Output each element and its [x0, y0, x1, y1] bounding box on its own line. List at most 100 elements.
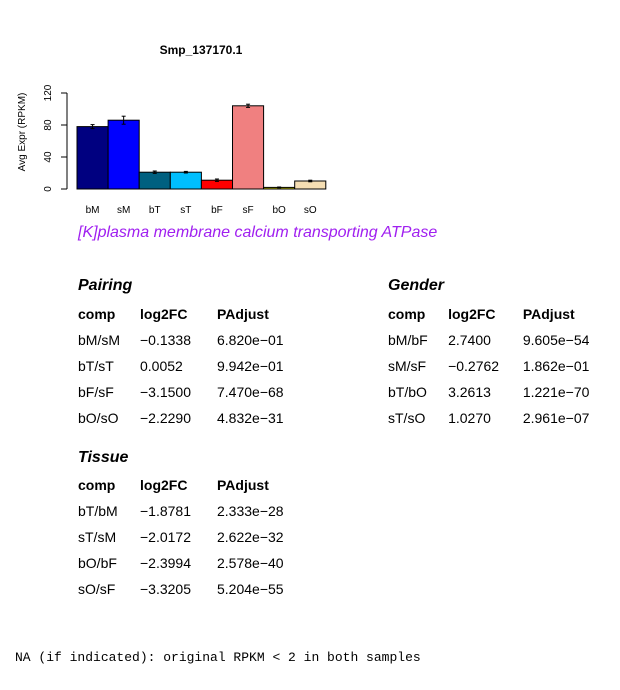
table-header-row: comp log2FC PAdjust [388, 301, 620, 327]
table-cell: −0.2762 [448, 358, 500, 374]
error-bar-bM [90, 124, 95, 130]
gene-description: [K]plasma membrane calcium transporting … [78, 224, 438, 241]
gender-title: Gender [388, 277, 445, 294]
column-header: PAdjust [217, 306, 269, 322]
table-cell: −2.2290 [140, 410, 191, 426]
bar-bM [76, 126, 109, 190]
table-cell: 1.221e−70 [522, 384, 590, 400]
table-cell: 9.605e−54 [522, 332, 590, 348]
table-cell: sO/sF [78, 581, 116, 597]
error-bar-bT [152, 170, 157, 174]
column-header: log2FC [140, 477, 188, 493]
table-cell: 3.2613 [448, 384, 491, 400]
x-tick-label-bT: bT [149, 205, 161, 216]
table-row: sM/sF −0.2762 1.862e−01 [388, 353, 620, 379]
table-cell: 1.862e−01 [522, 358, 590, 374]
tissue-table: comp log2FC PAdjust bT/bM −1.8781 2.333e−28 sT… [78, 472, 317, 602]
footnote: NA (if indicated): original RPKM < 2 in … [15, 650, 421, 665]
table-cell: −0.1338 [140, 332, 191, 348]
x-tick-label-bF: bF [211, 205, 223, 216]
table-cell: 9.942e−01 [217, 358, 284, 374]
column-header: log2FC [448, 306, 496, 322]
gender-table: comp log2FC PAdjust bM/bF 2.7400 9.605e−54 sM/… [388, 301, 620, 431]
x-tick-label-bM: bM [86, 205, 100, 216]
table-cell: 5.204e−55 [217, 581, 284, 597]
table-cell: bT/sT [78, 358, 114, 374]
chart-title: Smp_137170.1 [160, 43, 243, 57]
error-bar-sT [183, 170, 188, 174]
column-header: comp [388, 306, 426, 322]
table-row: bT/bO 3.2613 1.221e−70 [388, 379, 620, 405]
table-cell: bT/bM [78, 503, 118, 519]
table-row: bT/bM −1.8781 2.333e−28 [78, 498, 317, 524]
table-cell: bF/sF [78, 384, 114, 400]
column-header: log2FC [140, 306, 188, 322]
table-header-row: comp log2FC PAdjust [78, 301, 317, 327]
table-cell: 0.0052 [140, 358, 183, 374]
y-axis: 0 40 80 120 [43, 84, 68, 192]
pairing-table: comp log2FC PAdjust bM/sM −0.1338 6.820e−01 bT… [78, 301, 317, 431]
table-row: bM/bF 2.7400 9.605e−54 [388, 327, 620, 353]
x-tick-label-sT: sT [180, 205, 191, 216]
y-axis-label: Avg Expr (RPKM) [17, 93, 28, 172]
table-row: bO/sO −2.2290 4.832e−31 [78, 405, 317, 431]
table-cell: 2.7400 [448, 332, 491, 348]
table-cell: −1.8781 [140, 503, 191, 519]
bars-group [76, 105, 327, 190]
bar-chart: Smp_137170.1 Avg Expr (RPKM) 0 40 80 120 bM… [17, 43, 327, 216]
table-cell: 7.470e−68 [217, 384, 284, 400]
table-cell: −3.3205 [140, 581, 191, 597]
pairing-title: Pairing [78, 277, 133, 294]
table-row: bT/sT 0.0052 9.942e−01 [78, 353, 317, 379]
x-tick-label-bO: bO [272, 205, 286, 216]
table-cell: 2.622e−32 [217, 529, 284, 545]
error-bar-sF [246, 103, 251, 108]
x-tick-labels: bM sM bT sT bF sF bO sO [86, 205, 317, 216]
error-bar-sM [121, 115, 126, 125]
table-cell: bO/sO [78, 410, 119, 426]
error-bar-bF [214, 178, 219, 182]
table-cell: −3.1500 [140, 384, 191, 400]
column-header: PAdjust [522, 306, 575, 322]
table-cell: bO/bF [78, 555, 117, 571]
y-tick-label: 80 [43, 119, 54, 131]
y-tick-label: 40 [43, 151, 54, 163]
table-cell: sT/sO [388, 410, 426, 426]
table-cell: bM/bF [388, 332, 428, 348]
table-cell: 6.820e−01 [217, 332, 284, 348]
table-cell: −2.3994 [140, 555, 191, 571]
table-cell: 2.961e−07 [522, 410, 590, 426]
bar-sT [169, 171, 202, 190]
table-row: sO/sF −3.3205 5.204e−55 [78, 576, 317, 602]
y-tick-label: 0 [43, 186, 54, 192]
table-row: bF/sF −3.1500 7.470e−68 [78, 379, 317, 405]
table-cell: 2.578e−40 [217, 555, 284, 571]
bar-sM [107, 119, 140, 190]
table-cell: 1.0270 [448, 410, 491, 426]
column-header: comp [78, 306, 116, 322]
table-cell: 4.832e−31 [217, 410, 284, 426]
table-row: sT/sM −2.0172 2.622e−32 [78, 524, 317, 550]
x-tick-label-sF: sF [242, 205, 253, 216]
column-header: PAdjust [217, 477, 269, 493]
table-header-row: comp log2FC PAdjust [78, 472, 317, 498]
table-cell: −2.0172 [140, 529, 191, 545]
tissue-title: Tissue [78, 449, 129, 466]
error-bars-group [90, 103, 313, 189]
y-tick-label: 120 [43, 84, 54, 101]
table-cell: bT/bO [388, 384, 427, 400]
table-row: bM/sM −0.1338 6.820e−01 [78, 327, 317, 353]
table-cell: sM/sF [388, 358, 427, 374]
table-row: bO/bF −2.3994 2.578e−40 [78, 550, 317, 576]
table-cell: bM/sM [78, 332, 120, 348]
bar-bT [138, 171, 171, 190]
table-row: sT/sO 1.0270 2.961e−07 [388, 405, 620, 431]
x-tick-label-sM: sM [117, 205, 130, 216]
error-bar-sO [308, 179, 313, 183]
x-tick-label-sO: sO [304, 205, 317, 216]
table-cell: sT/sM [78, 529, 117, 545]
column-header: comp [78, 477, 116, 493]
bar-sF [232, 105, 265, 190]
table-cell: 2.333e−28 [217, 503, 284, 519]
error-bar-bO [277, 186, 282, 189]
